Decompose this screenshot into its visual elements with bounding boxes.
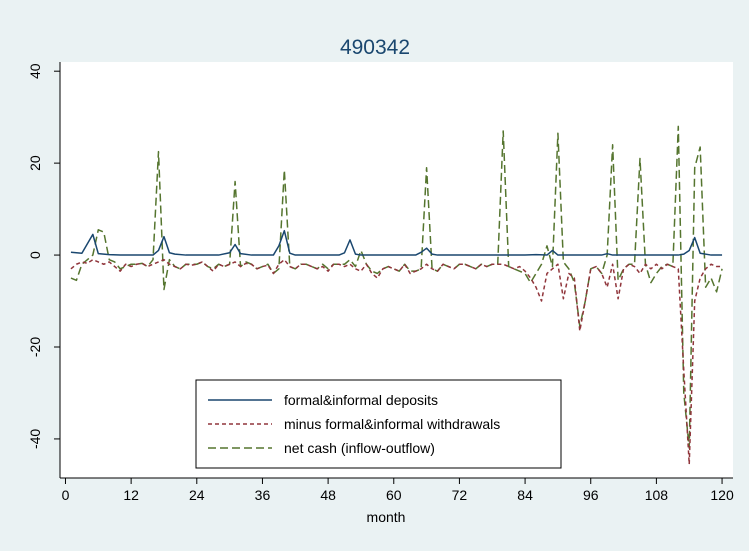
legend-label-1: minus formal&informal withdrawals — [284, 416, 500, 432]
y-tick-label: 0 — [27, 251, 43, 259]
series-line-1 — [70, 258, 723, 465]
legend-label-2: net cash (inflow-outflow) — [284, 440, 435, 456]
x-tick-label: 60 — [386, 487, 402, 503]
x-tick-label: 12 — [123, 487, 139, 503]
series-layer — [70, 125, 723, 465]
series-line-0 — [70, 229, 723, 256]
x-tick-label: 120 — [710, 487, 734, 503]
x-tick-label: 0 — [62, 487, 70, 503]
y-tick-label: -40 — [27, 429, 43, 449]
x-tick-label: 36 — [255, 487, 271, 503]
x-tick-label: 24 — [189, 487, 205, 503]
y-tick-label: 40 — [27, 63, 43, 79]
x-tick-label: 84 — [517, 487, 533, 503]
legend: formal&informal deposits minus formal&inf… — [195, 379, 562, 469]
y-tick-label: -20 — [27, 337, 43, 357]
y-axis: -40 -20 0 20 40 — [27, 62, 61, 478]
x-tick-label: 72 — [452, 487, 468, 503]
x-tick-label: 96 — [583, 487, 599, 503]
legend-label-0: formal&informal deposits — [284, 392, 438, 408]
x-axis-label: month — [367, 509, 406, 525]
x-tick-label: 48 — [320, 487, 336, 503]
chart-title: 490342 — [340, 36, 410, 59]
y-tick-label: 20 — [27, 155, 43, 171]
x-axis: 0 12 24 36 48 60 72 84 96 108 120 — [60, 477, 734, 503]
x-tick-label: 108 — [645, 487, 669, 503]
legend-box — [195, 379, 562, 469]
